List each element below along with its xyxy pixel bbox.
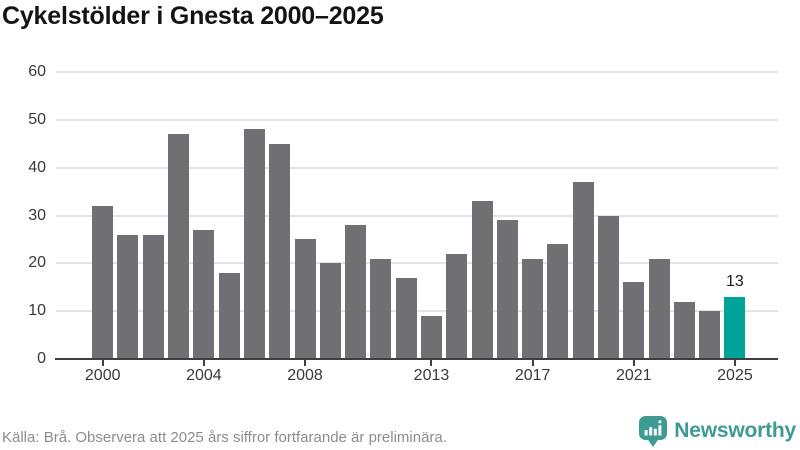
y-axis-label-20: 20: [28, 254, 46, 272]
bar-2014: [446, 253, 468, 359]
gridline-50: [56, 118, 778, 121]
bar-2009: [319, 263, 341, 359]
y-axis-label-0: 0: [37, 350, 46, 367]
bar-2001: [117, 234, 139, 359]
bar-2006: [243, 129, 265, 359]
newsworthy-bubble-icon: [639, 415, 668, 447]
bar-2004: [193, 229, 215, 359]
bar-2022: [648, 258, 670, 359]
x-axis-label-2013: 2013: [413, 367, 450, 384]
y-axis-label-50: 50: [28, 110, 46, 128]
x-axis-label-2000: 2000: [84, 367, 121, 384]
x-axis-tick-2008: [304, 360, 307, 366]
gridline-60: [56, 71, 778, 73]
bar-2008: [294, 239, 316, 359]
plot-area: 0 10 20 30 40 50 60 2000 2004 2008 2013 2017 2021 202…: [28, 63, 778, 384]
y-axis-label-60: 60: [28, 63, 46, 80]
bar-2000: [92, 205, 114, 359]
x-axis-label-2021: 2021: [615, 367, 652, 384]
bar-2025: [724, 296, 746, 359]
x-axis-tick-2000: [101, 360, 104, 366]
bar-2003: [168, 134, 190, 359]
x-axis-tick-2017: [531, 360, 534, 366]
bar-2019: [572, 182, 594, 359]
y-axis-label-40: 40: [28, 158, 46, 176]
bar-2011: [370, 258, 392, 359]
x-axis-tick-2025: [733, 360, 736, 366]
gridline-20: [56, 262, 778, 265]
bar-2020: [598, 215, 619, 359]
gridline-30: [56, 214, 778, 217]
bar-2013: [420, 315, 442, 359]
gridline-10: [56, 310, 778, 313]
y-axis-label-10: 10: [28, 302, 46, 320]
bar-2024: [699, 311, 721, 359]
bar-2023: [673, 301, 695, 359]
x-axis-label-2025: 2025: [717, 367, 753, 384]
bar-2018: [547, 244, 569, 359]
newsworthy-wordmark: Newsworthy: [674, 419, 796, 442]
bar-2007: [269, 143, 291, 359]
gridline-40: [56, 166, 778, 169]
chart-title: Cykelstölder i Gnesta 2000–2025: [2, 2, 384, 30]
bar-2005: [218, 272, 240, 359]
y-axis-label-30: 30: [28, 206, 46, 224]
x-axis-tick-2004: [202, 360, 205, 366]
highlight-value-label: 13: [726, 272, 744, 290]
bar-2010: [345, 225, 367, 359]
x-axis-tick-2013: [430, 360, 433, 366]
bar-2017: [522, 258, 544, 359]
source-note: Källa: Brå. Observera att 2025 års siffr…: [2, 429, 447, 446]
x-axis-label-2004: 2004: [186, 367, 222, 384]
x-axis-label-2017: 2017: [514, 367, 551, 384]
x-axis-label-2008: 2008: [287, 367, 323, 384]
bar-2002: [142, 234, 164, 359]
bar-2012: [395, 277, 417, 359]
x-axis-line: [55, 358, 778, 361]
newsworthy-logo[interactable]: Newsworthy: [639, 414, 796, 448]
bar-2021: [623, 282, 645, 359]
bar-2015: [471, 201, 493, 359]
bar-2016: [496, 220, 518, 359]
x-axis-tick-2021: [632, 360, 635, 366]
